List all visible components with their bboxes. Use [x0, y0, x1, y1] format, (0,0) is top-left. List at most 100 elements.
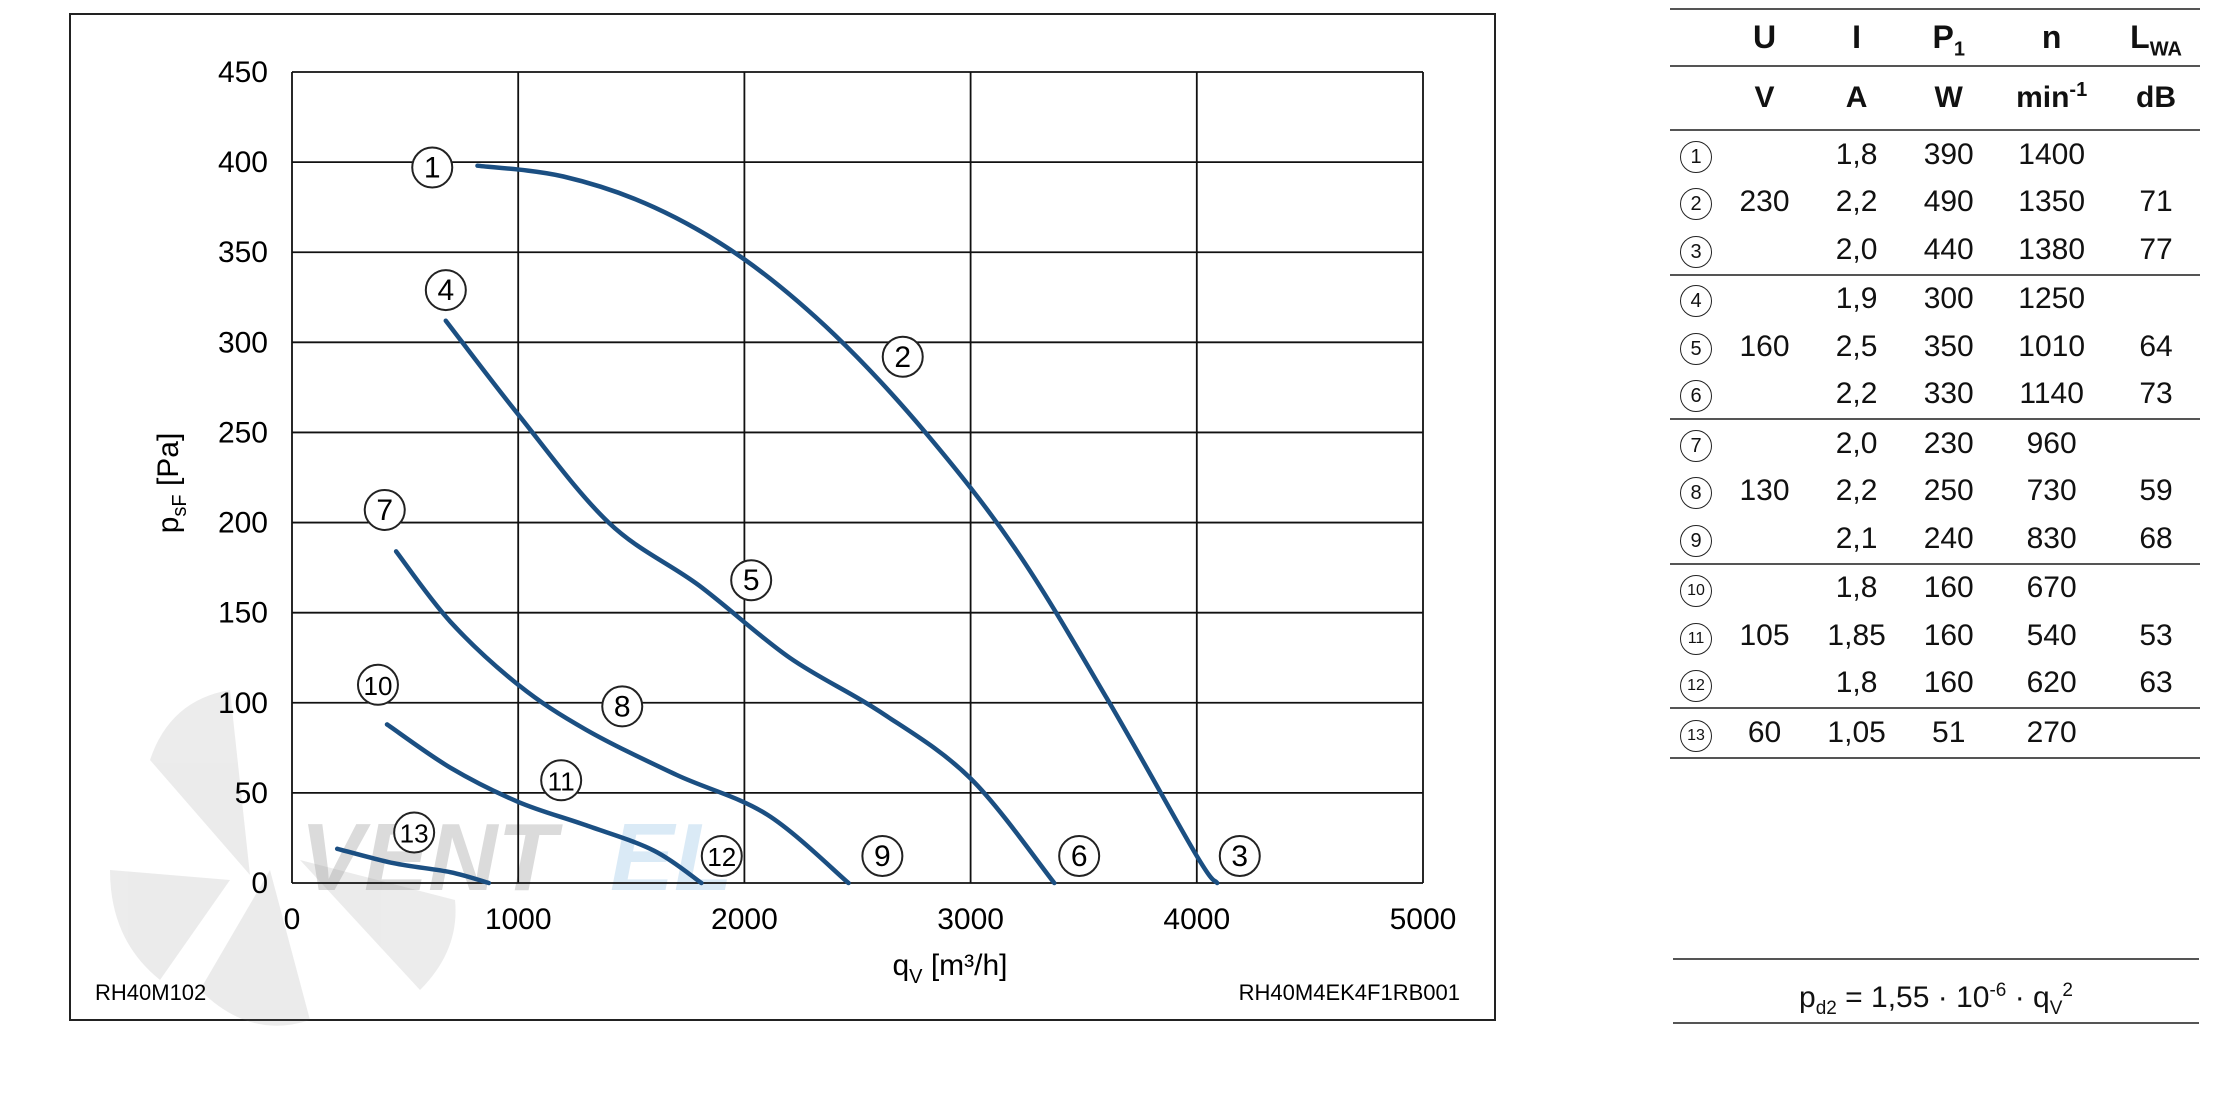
watermark-text-left: VENT	[300, 804, 563, 911]
curve-marker-label: 4	[437, 274, 454, 307]
y-axis-label-p: p	[152, 517, 185, 534]
y-tick-label: 450	[218, 56, 268, 89]
curve-number-badge: 8	[1680, 477, 1712, 510]
row-id-cell: 13	[1670, 708, 1722, 759]
dynamic-pressure-formula: pd2 = 1,55 · 10-6 · qV2	[1673, 958, 2199, 1024]
cell-u: 230	[1739, 185, 1790, 219]
cell-p1: 300	[1923, 282, 1974, 316]
curve-line-5	[334, 846, 492, 886]
table-row: 2 230 2,2 490 1350 71	[1670, 179, 2200, 227]
header-speed: n	[1991, 8, 2113, 67]
formula-exponent: -6	[1989, 980, 2007, 1001]
curve-marker-label: 5	[743, 564, 760, 597]
curve-marker-label: 13	[400, 819, 429, 849]
curve-marker-10	[356, 663, 399, 706]
cell-i: 1,9	[1835, 282, 1878, 316]
cell-u	[1722, 515, 1808, 565]
y-tick-label: 50	[235, 777, 268, 810]
cell-lwa: 77	[2112, 226, 2200, 276]
cell-n: 1400	[2018, 137, 2086, 171]
cell-n: 830	[1991, 515, 2113, 565]
curve-marker-11	[540, 759, 583, 802]
cell-i: 2,2	[1835, 185, 1878, 219]
cell-n: 1010	[2018, 329, 2086, 363]
cell-lwa: 53	[2139, 618, 2173, 652]
y-tick-label: 150	[218, 597, 268, 630]
y-axis-label-sub: sF	[169, 494, 191, 516]
table-row: 12 1,8 160 620 63	[1670, 659, 2200, 709]
cell-i: 2,5	[1835, 329, 1878, 363]
y-tick-label: 200	[218, 507, 268, 540]
formula-lhs: p	[1799, 981, 1816, 1014]
cell-n: 270	[1991, 708, 2113, 759]
header-power-sub: 1	[1953, 38, 1965, 61]
cell-n: 960	[2026, 426, 2077, 460]
table-row: 5 160 2,5 350 1010 64	[1670, 323, 2200, 371]
cell-p1: 440	[1906, 226, 1992, 276]
curve-marker-label: 3	[1231, 840, 1248, 873]
header-power: P1	[1906, 8, 1992, 67]
cell-i: 1,8	[1807, 659, 1907, 709]
curve-line-3	[393, 549, 851, 886]
unit-speed-exp: -1	[2069, 79, 2088, 101]
curve-marker-5	[730, 559, 773, 602]
x-axis-label-sub: V	[909, 966, 923, 988]
formula-var: · q	[2006, 981, 2050, 1014]
curve-number-badge: 3	[1680, 235, 1712, 268]
curve-marker-1	[411, 146, 454, 189]
cell-i: 2,1	[1807, 515, 1907, 565]
row-id-cell: 12	[1670, 659, 1722, 709]
y-tick-label: 100	[218, 687, 268, 720]
cell-i: 1,85	[1827, 618, 1886, 652]
formula-var-sup: 2	[2062, 980, 2073, 1001]
curve-number-badge: 11	[1680, 622, 1712, 655]
x-axis-label-q: q	[892, 949, 909, 982]
x-tick-label: 2000	[711, 903, 778, 936]
cell-i: 1,8	[1835, 571, 1878, 605]
cell-u	[1722, 564, 1807, 613]
table-body: 1 1,8 390 1400 2 230 2,2 490 1350 71 3 2,0 440 1380 77…	[1670, 130, 2200, 759]
unit-current: A	[1807, 66, 1907, 131]
cell-lwa	[2112, 419, 2200, 468]
curve-line-2	[443, 318, 1057, 886]
table-row: 13 60 1,05 51 270	[1670, 708, 2200, 759]
table-row: 3 2,0 440 1380 77	[1670, 226, 2200, 276]
y-tick-label: 0	[251, 867, 268, 900]
watermark-logo	[110, 690, 456, 1026]
curve-marker-label: 12	[707, 842, 736, 872]
table-row: 1 1,8 390 1400	[1670, 130, 2200, 179]
table-row: 4 1,9 300 1250	[1670, 275, 2200, 324]
cell-p1: 330	[1906, 370, 1992, 420]
cell-u: 130	[1739, 474, 1790, 508]
x-axis-label-unit: [m³/h]	[923, 949, 1008, 982]
header-sound: LWA	[2112, 8, 2200, 67]
cell-u: 105	[1739, 618, 1790, 652]
x-tick-label: 3000	[937, 903, 1004, 936]
unit-voltage: V	[1722, 66, 1808, 131]
cell-lwa: 63	[2112, 659, 2200, 709]
cell-p1: 51	[1906, 708, 1992, 759]
header-current-text: I	[1852, 19, 1862, 55]
cell-p1: 230	[1923, 426, 1974, 460]
cell-i: 1,05	[1807, 708, 1907, 759]
cell-p1: 160	[1906, 659, 1992, 709]
row-id-cell: 2	[1670, 179, 1722, 227]
curve-marker-label: 10	[363, 671, 392, 701]
cell-n: 730	[2026, 474, 2077, 508]
cell-n: 540	[2026, 618, 2077, 652]
cell-lwa	[2112, 130, 2200, 179]
row-id-cell: 7	[1670, 419, 1722, 468]
cell-p1: 390	[1923, 137, 1974, 171]
curve-marker-label: 9	[874, 840, 891, 873]
curve-marker-label: 7	[376, 494, 393, 527]
footer-left-code: RH40M102	[95, 980, 206, 1005]
formula-coefficient: = 1,55 · 10	[1836, 981, 1990, 1014]
cell-n: 1350	[2018, 185, 2086, 219]
curve-marker-label: 2	[894, 341, 911, 374]
curve-number-badge: 4	[1680, 285, 1712, 318]
curve-number-badge: 7	[1680, 429, 1712, 462]
curve-line-1	[475, 163, 1220, 886]
curve-marker-13	[393, 811, 436, 854]
curve-number-badge: 12	[1680, 670, 1712, 703]
